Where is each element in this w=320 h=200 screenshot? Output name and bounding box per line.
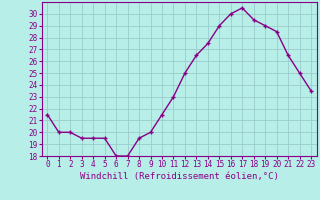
X-axis label: Windchill (Refroidissement éolien,°C): Windchill (Refroidissement éolien,°C) bbox=[80, 172, 279, 181]
